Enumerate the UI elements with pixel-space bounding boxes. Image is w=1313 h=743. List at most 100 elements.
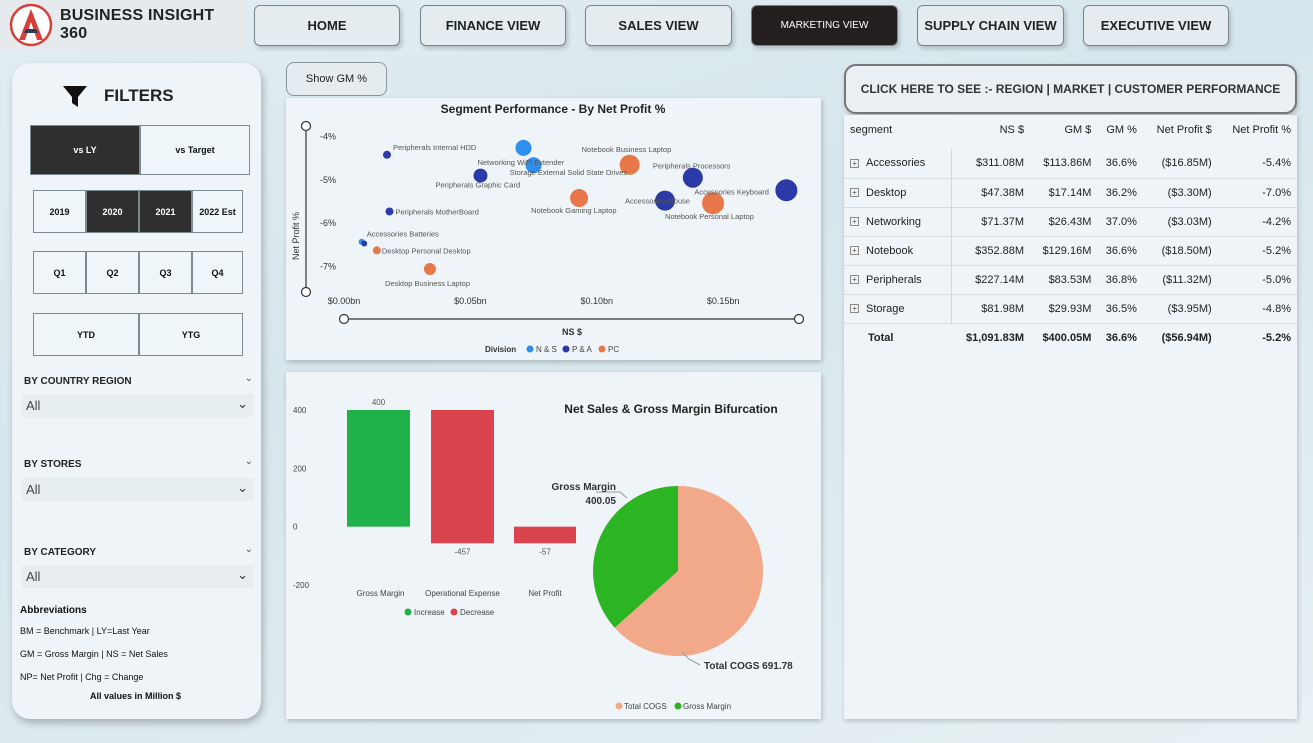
net-sales-gm-panel: Net Sales & Gross Margin Bifurcation 400… (286, 372, 821, 719)
table-row[interactable]: + Peripherals $227.14M $83.53M 36.8% ($11.32M… (844, 265, 1297, 295)
abbreviation-line: GM = Gross Margin | NS = Net Sales (20, 649, 168, 659)
year-2019-tile[interactable]: 2019 (33, 190, 86, 233)
scatter-point[interactable] (570, 189, 589, 208)
scatter-point[interactable] (702, 192, 725, 215)
total-cell: ($56.94M) (1161, 331, 1212, 344)
nav-home-button[interactable]: HOME (254, 5, 400, 46)
scatter-point[interactable] (423, 262, 436, 275)
table-column-header[interactable]: Net Profit $ (1156, 124, 1212, 136)
scatter-point[interactable] (682, 167, 703, 188)
year-2022-est-tile[interactable]: 2022 Est (192, 190, 243, 233)
period-ytd-tile[interactable]: YTD (33, 313, 139, 356)
expand-plus-icon[interactable]: + (850, 217, 859, 227)
table-row[interactable]: + Networking $71.37M $26.43M 37.0% ($3.03M) -4… (844, 207, 1297, 237)
nav-supply-chain-button[interactable]: SUPPLY CHAIN VIEW (917, 5, 1064, 46)
quarter-q3-tile[interactable]: Q3 (139, 251, 192, 294)
pie-slice-gross-margin[interactable] (593, 486, 678, 628)
scatter-point[interactable] (619, 154, 640, 175)
expand-plus-icon[interactable]: + (850, 158, 859, 168)
compare-vs-ly-tile[interactable]: vs LY (30, 125, 140, 175)
filters-title: FILTERS (104, 86, 174, 105)
table-column-header[interactable]: GM % (1106, 124, 1137, 136)
filters-header: FILTERS (62, 83, 174, 109)
scatter-point[interactable] (655, 190, 676, 211)
y-axis-label: Net Profit % (291, 212, 301, 260)
scatter-point[interactable] (361, 240, 368, 247)
expand-plus-icon[interactable]: + (850, 275, 859, 285)
stores-dropdown[interactable]: All ⌄ (22, 478, 254, 501)
segment-name: Storage (866, 302, 905, 315)
legend-ns-swatch (526, 345, 534, 353)
table-cell: -5.2% (1217, 236, 1297, 266)
table-cell: $129.16M (1030, 236, 1098, 266)
nav-sales-button[interactable]: SALES VIEW (585, 5, 732, 46)
x-tick-label: $0.00bn (328, 296, 361, 306)
segment-cell: + Storage (844, 294, 953, 324)
year-2021-tile[interactable]: 2021 (139, 190, 192, 233)
country-region-value: All (26, 398, 41, 413)
x-axis-slider-handle[interactable] (338, 313, 350, 325)
waterfall-category-label: Net Profit (528, 589, 562, 598)
country-region-dropdown[interactable]: All ⌄ (22, 394, 254, 417)
table-column-header[interactable]: Net Profit % (1232, 124, 1291, 136)
compare-vs-target-tile[interactable]: vs Target (140, 125, 250, 175)
waterfall-bar[interactable] (514, 526, 576, 544)
table-row[interactable]: + Notebook $352.88M $129.16M 36.6% ($18.50M) -… (844, 236, 1297, 266)
table-cell: $71.37M (951, 207, 1031, 237)
quarter-q4-tile[interactable]: Q4 (192, 251, 243, 294)
table-cell: 36.2% (1097, 178, 1143, 208)
gm-leader-line (596, 491, 628, 499)
table-cell: 36.5% (1097, 294, 1143, 324)
scatter-point[interactable] (385, 207, 394, 216)
segment-cell: + Peripherals (844, 265, 953, 295)
year-2020-tile[interactable]: 2020 (86, 190, 139, 233)
waterfall-bar[interactable] (431, 410, 494, 544)
chevron-down-icon[interactable]: ⌄ (244, 544, 253, 555)
table-cell: -7.0% (1217, 178, 1297, 208)
show-gm-button[interactable]: Show GM % (286, 62, 387, 96)
table-cell: -5.0% (1217, 265, 1297, 295)
chevron-down-icon[interactable]: ⌄ (244, 373, 253, 384)
chevron-down-icon[interactable]: ⌄ (244, 456, 253, 467)
waterfall-y-tick: 400 (293, 406, 307, 415)
y-axis-slider-handle[interactable] (300, 286, 312, 298)
expand-plus-icon[interactable]: + (850, 246, 859, 256)
table-header-row: segment NS $ GM $ GM % Net Profit $ Net Profi… (844, 115, 1297, 149)
waterfall-y-tick: -200 (293, 581, 310, 590)
region-market-customer-button[interactable]: CLICK HERE TO SEE :- REGION | MARKET | C… (844, 64, 1297, 114)
expand-plus-icon[interactable]: + (850, 304, 859, 314)
scatter-point[interactable] (473, 168, 488, 183)
pie-label-gm-name: Gross Margin (552, 482, 616, 493)
y-axis-slider-handle[interactable] (300, 120, 312, 132)
scatter-point[interactable] (382, 150, 391, 159)
scatter-point-label: Accessories Keyboard (694, 187, 769, 196)
quarter-q2-tile[interactable]: Q2 (86, 251, 139, 294)
category-value: All (26, 569, 41, 584)
table-column-header[interactable]: segment (850, 124, 893, 136)
quarter-q1-tile[interactable]: Q1 (33, 251, 86, 294)
scatter-point[interactable] (372, 246, 381, 255)
legend-cogs-swatch (615, 702, 623, 710)
scatter-point[interactable] (525, 157, 542, 174)
filter-funnel-icon (63, 86, 87, 107)
table-column-header[interactable]: GM $ (1064, 124, 1092, 136)
table-column-header[interactable]: NS $ (999, 124, 1025, 136)
nav-marketing-button[interactable]: MARKETING VIEW (751, 5, 898, 46)
category-label: BY CATEGORY (24, 547, 97, 558)
expand-plus-icon[interactable]: + (850, 188, 859, 198)
table-row[interactable]: + Storage $81.98M $29.93M 36.5% ($3.95M) -4.8% (844, 294, 1297, 324)
pie-slice-total-cogs[interactable] (614, 486, 763, 656)
scatter-point[interactable] (515, 139, 532, 156)
table-row[interactable]: + Desktop $47.38M $17.14M 36.2% ($3.30M) -7.0% (844, 178, 1297, 208)
table-cell: -4.2% (1217, 207, 1297, 237)
table-row[interactable]: + Accessories $311.08M $113.86M 36.6% ($16.85… (844, 149, 1297, 179)
nav-executive-button[interactable]: EXECUTIVE VIEW (1083, 5, 1229, 46)
period-ytg-tile[interactable]: YTG (139, 313, 243, 356)
nav-finance-button[interactable]: FINANCE VIEW (420, 5, 566, 46)
scatter-point[interactable] (775, 179, 798, 202)
x-axis-slider-handle[interactable] (793, 313, 805, 325)
category-dropdown[interactable]: All ⌄ (22, 565, 254, 588)
waterfall-bar[interactable] (347, 410, 410, 527)
scatter-point-label: Desktop Personal Desktop (382, 246, 471, 255)
total-cell: 36.6% (1105, 331, 1137, 344)
